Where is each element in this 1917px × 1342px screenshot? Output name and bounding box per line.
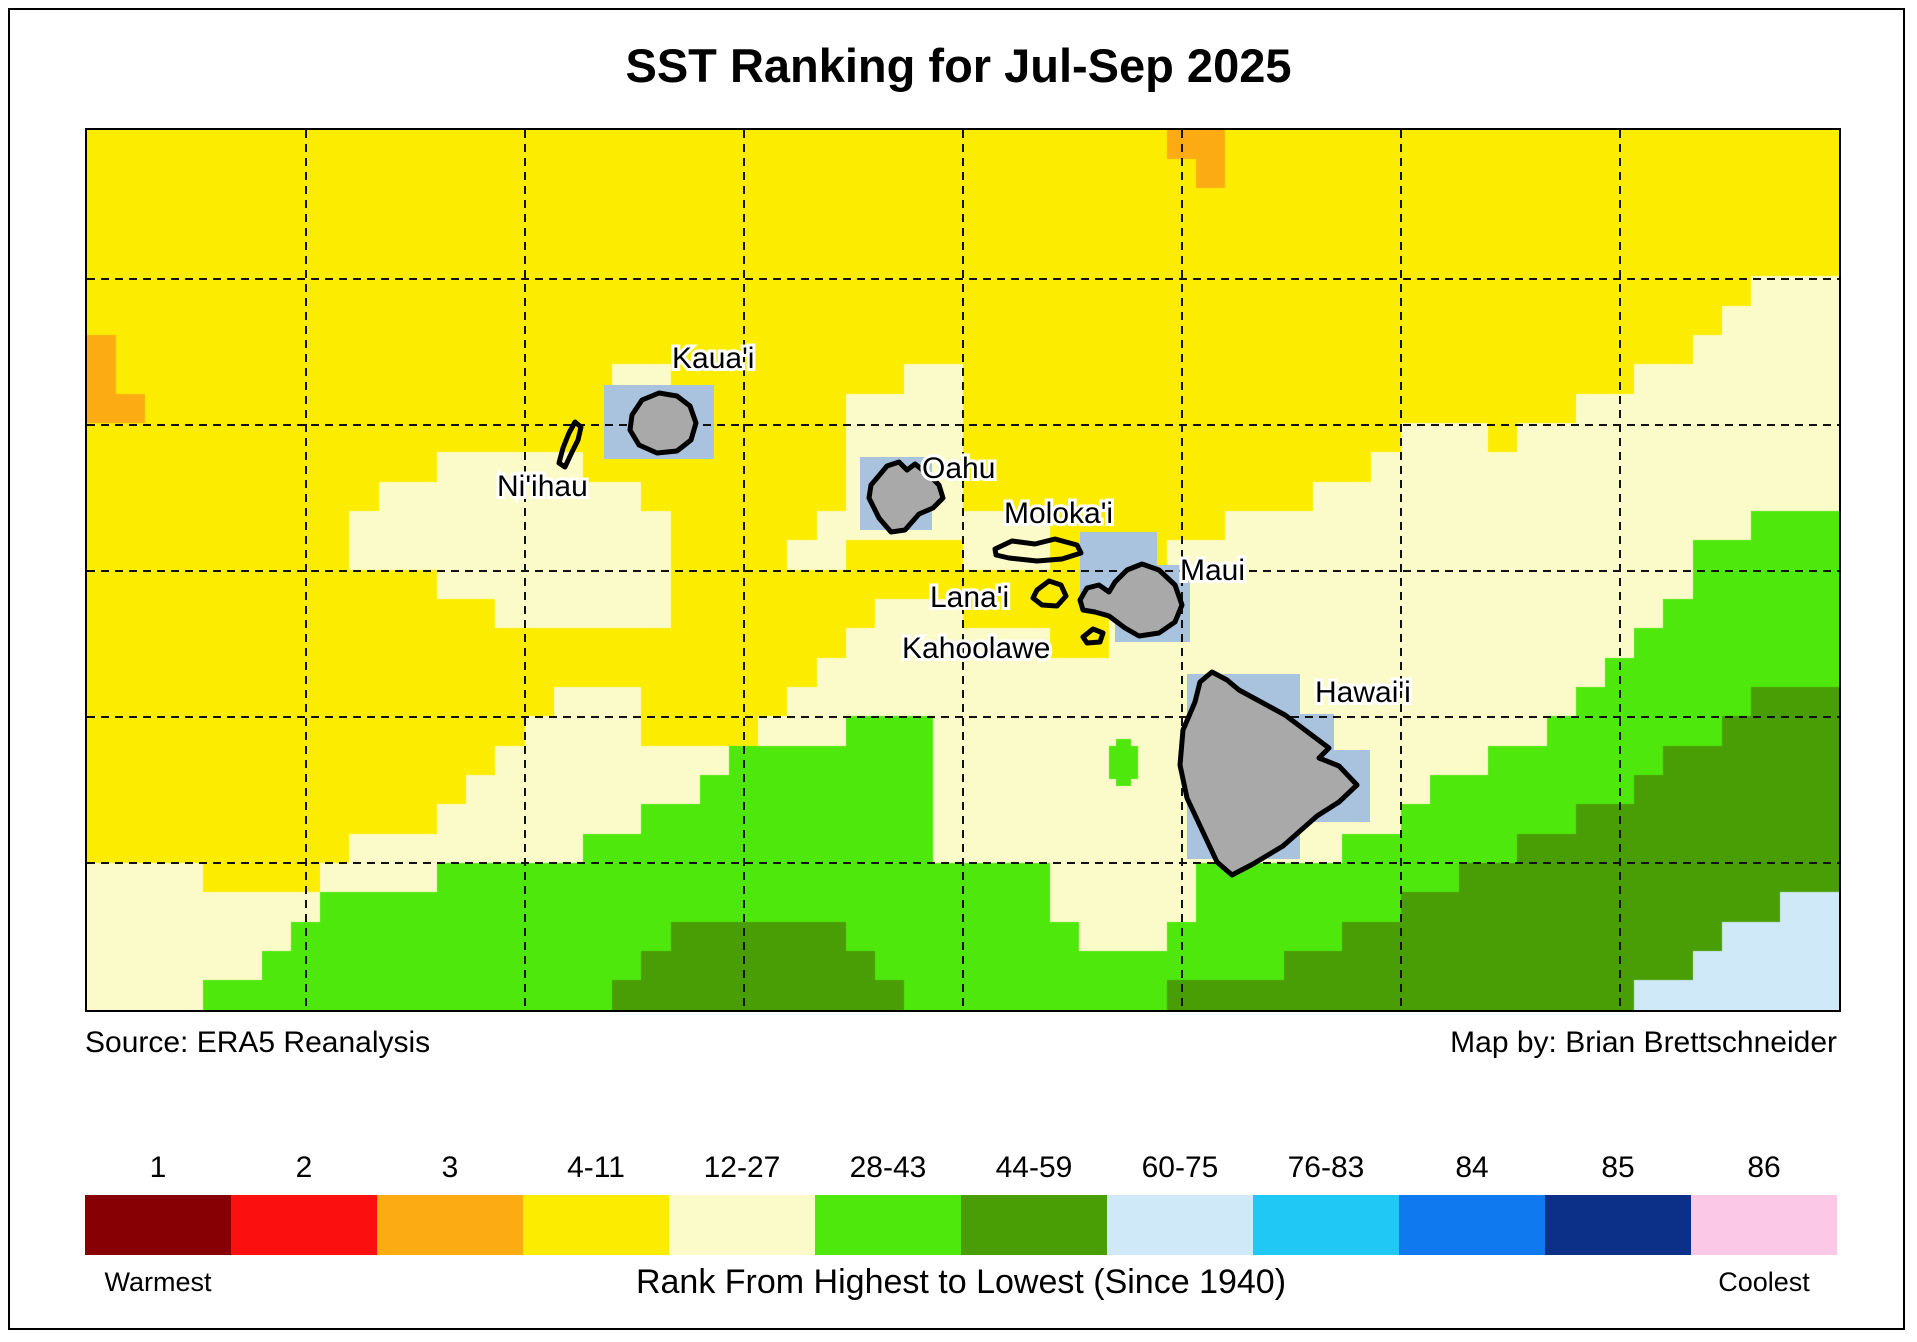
island-label-niihau: Ni'ihau [497, 470, 588, 503]
map-frame: Kaua'i Ni'ihau Oahu Moloka'i Maui Lana'i Kahoo… [85, 128, 1841, 1012]
island-lanai [1030, 578, 1069, 609]
island-niihau [556, 419, 584, 470]
island-kahoolawe [1080, 626, 1106, 646]
island-label-kauai: Kaua'i [672, 342, 754, 375]
legend-captions: Warmest Rank From Highest to Lowest (Sin… [85, 1255, 1837, 1315]
legend-entry-44-59: 44-59 [961, 1148, 1107, 1255]
coolest-label: Coolest [1718, 1267, 1810, 1297]
legend-rank-label: 28-43 [849, 1151, 927, 1184]
legend-rank-label: 85 [1601, 1151, 1635, 1184]
legend-rank-label: 12-27 [703, 1151, 781, 1184]
legend-entry-84: 84 [1399, 1148, 1545, 1255]
legend-color-swatch [669, 1195, 815, 1255]
legend-entry-2: 2 [231, 1148, 377, 1255]
legend-caption: Rank From Highest to Lowest (Since 1940) [635, 1263, 1287, 1301]
legend-color-swatch [1253, 1195, 1399, 1255]
legend-rank-label: 60-75 [1141, 1151, 1219, 1184]
legend-rank-label: 2 [295, 1151, 313, 1184]
island-label-lanai: Lana'i [930, 581, 1009, 614]
legend-color-swatch [1399, 1195, 1545, 1255]
warmest-label: Warmest [104, 1267, 212, 1297]
island-label-kahoolawe: Kahoolawe [902, 632, 1050, 665]
legend-rank-label: 4-11 [567, 1151, 625, 1184]
island-hawaii [1177, 669, 1360, 878]
island-maui [1077, 561, 1185, 639]
legend-entry-4-11: 4-11 [523, 1148, 669, 1255]
legend-rank-label: 1 [149, 1151, 167, 1184]
legend-rank-label: 44-59 [995, 1151, 1073, 1184]
legend-color-swatch [1107, 1195, 1253, 1255]
legend-colorbar: 1 2 3 4-11 12-27 28-43 44-59 60-75 76-83 84 85 86 [85, 1148, 1837, 1255]
legend-color-swatch [815, 1195, 961, 1255]
legend-color-swatch [85, 1195, 231, 1255]
legend-entry-60-75: 60-75 [1107, 1148, 1253, 1255]
legend-entry-28-43: 28-43 [815, 1148, 961, 1255]
legend-rank-label: 76-83 [1287, 1151, 1365, 1184]
credit-text: Map by: Brian Brettschneider [1450, 1026, 1837, 1059]
legend-entry-76-83: 76-83 [1253, 1148, 1399, 1255]
source-text: Source: ERA5 Reanalysis [85, 1026, 431, 1059]
island-label-molokai: Moloka'i [1004, 497, 1113, 530]
legend-color-swatch [1545, 1195, 1691, 1255]
legend-color-swatch [961, 1195, 1107, 1255]
legend-color-swatch [523, 1195, 669, 1255]
page-title: SST Ranking for Jul-Sep 2025 [625, 39, 1292, 92]
legend: 1 2 3 4-11 12-27 28-43 44-59 60-75 76-83 84 85 86 W… [85, 1148, 1837, 1315]
island-label-hawaii: Hawai'i [1315, 676, 1411, 709]
legend-entry-12-27: 12-27 [669, 1148, 815, 1255]
legend-color-swatch [377, 1195, 523, 1255]
island-oahu [866, 459, 946, 535]
island-kauai [627, 390, 699, 456]
legend-rank-label: 3 [441, 1151, 459, 1184]
legend-color-swatch [1691, 1195, 1837, 1255]
outer-border [8, 8, 1905, 1330]
legend-entry-3: 3 [377, 1148, 523, 1255]
legend-entry-1: 1 [85, 1148, 231, 1255]
island-molokai [992, 536, 1084, 564]
legend-rank-label: 86 [1747, 1151, 1781, 1184]
legend-rank-label: 84 [1455, 1151, 1489, 1184]
legend-entry-86: 86 [1691, 1148, 1837, 1255]
island-label-oahu: Oahu [922, 452, 995, 485]
map-overlay: Kaua'i Ni'ihau Oahu Moloka'i Maui Lana'i Kahoo… [87, 130, 1839, 1010]
legend-entry-85: 85 [1545, 1148, 1691, 1255]
legend-color-swatch [231, 1195, 377, 1255]
island-label-maui: Maui [1180, 554, 1245, 587]
